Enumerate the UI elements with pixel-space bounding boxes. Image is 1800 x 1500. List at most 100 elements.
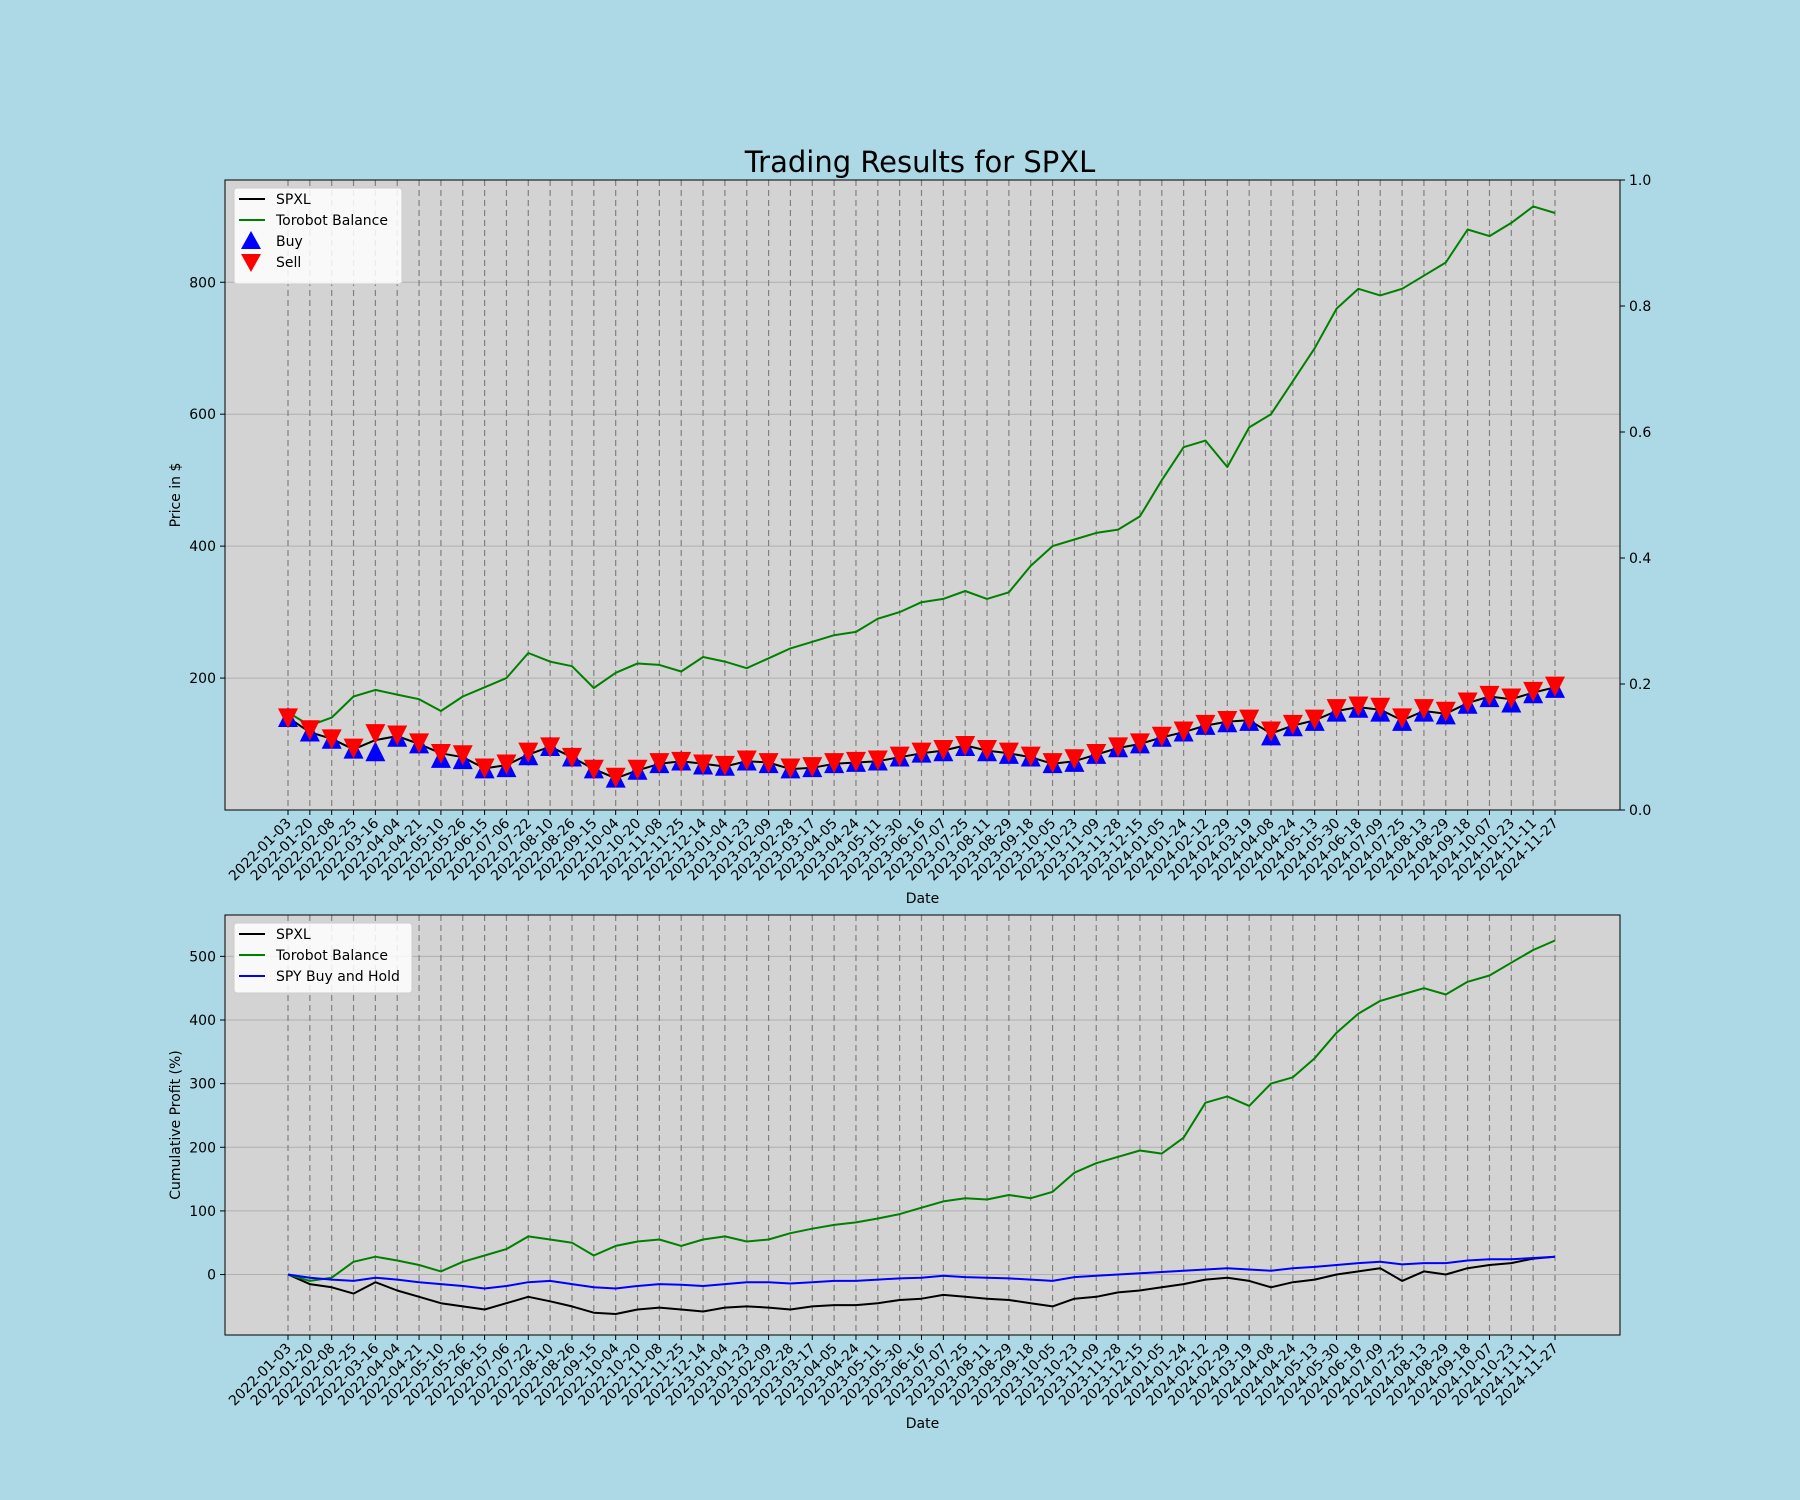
y-tick-label: 400 (189, 1013, 216, 1029)
sell-marker (1108, 737, 1129, 758)
right-y-tick-label: 0.8 (1629, 299, 1651, 315)
sell-marker (714, 755, 735, 776)
legend: SPXL Torobot Balance Buy Sell (233, 187, 403, 285)
series-line-spy-buy-and-hold (287, 1255, 1556, 1290)
plot-frame (224, 914, 1621, 1336)
sell-marker (1064, 749, 1085, 770)
y-tick-label: 100 (189, 1204, 216, 1220)
y-tick-label: 600 (189, 407, 216, 423)
y-tick-label: 200 (189, 1140, 216, 1156)
right-y-tick-label: 0.2 (1629, 677, 1651, 693)
series-line-torobot-balance (287, 205, 1556, 727)
legend-label: SPXL (276, 192, 311, 208)
sell-marker (977, 739, 998, 760)
sell-marker (758, 753, 779, 774)
sell-marker (1523, 681, 1544, 702)
sell-marker (365, 724, 386, 745)
y-axis-label: Price in $ (168, 463, 184, 528)
sell-marker (409, 733, 430, 754)
sell-marker (889, 746, 910, 767)
series-line-torobot-balance (287, 939, 1556, 1282)
y-tick-label: 800 (189, 275, 216, 291)
sell-marker (845, 751, 866, 772)
y-tick-label: 200 (189, 671, 216, 687)
sell-marker (1195, 714, 1216, 735)
legend-label: Torobot Balance (275, 948, 388, 964)
sell-marker (299, 720, 320, 741)
sell-marker (867, 750, 888, 771)
sell-marker (1217, 710, 1238, 731)
right-y-tick-label: 0.6 (1629, 425, 1651, 441)
y-tick-label: 300 (189, 1077, 216, 1093)
sell-marker (321, 729, 342, 750)
sell-marker (430, 743, 451, 764)
x-axis-label: Date (906, 1416, 939, 1432)
sell-marker (474, 758, 495, 779)
sell-marker (1545, 676, 1565, 697)
y-tick-label: 500 (189, 949, 216, 965)
sell-marker (343, 738, 364, 759)
sell-marker (1348, 696, 1369, 717)
sell-marker (518, 742, 539, 763)
legend-box (233, 922, 413, 994)
sell-marker (671, 751, 692, 772)
plot-area (225, 915, 1620, 1335)
plot-frame (224, 179, 1621, 811)
sell-marker (278, 708, 298, 729)
legend: SPXL Torobot Balance SPY Buy and Hold (233, 922, 413, 994)
right-y-tick-label: 1.0 (1629, 173, 1651, 189)
legend-buy-marker (241, 231, 261, 249)
sell-marker (1370, 697, 1391, 718)
series-line-spxl (287, 1255, 1556, 1315)
sell-marker (1086, 743, 1107, 764)
y-tick-label: 0 (207, 1268, 216, 1284)
sell-marker (824, 753, 845, 774)
buy-marker (365, 741, 386, 762)
sell-marker (955, 736, 976, 757)
sell-marker (649, 753, 670, 774)
sell-marker (1239, 709, 1260, 730)
sell-marker (780, 758, 801, 779)
legend-box (233, 187, 403, 285)
legend-sell-marker (241, 254, 261, 272)
legend-label: Torobot Balance (275, 213, 388, 229)
sell-marker (561, 747, 582, 768)
sell-marker (1435, 701, 1456, 722)
sell-marker (540, 737, 561, 758)
sell-marker (1151, 726, 1172, 747)
right-y-tick-label: 0.4 (1629, 551, 1651, 567)
sell-marker (387, 725, 408, 746)
sell-markers (278, 676, 1565, 788)
sell-marker (998, 742, 1019, 763)
sell-marker (736, 750, 757, 771)
sell-marker (693, 754, 714, 775)
legend-label: Sell (276, 255, 301, 271)
sell-marker (1304, 709, 1325, 730)
chart-title: Trading Results for SPXL (744, 145, 1096, 179)
sell-marker (1173, 721, 1194, 742)
profit-panel: 01002003004005002022-01-032022-01-202022… (168, 914, 1621, 1432)
sell-marker (583, 759, 604, 780)
sell-marker (605, 767, 626, 788)
plot-area (225, 180, 1620, 810)
sell-marker (1261, 721, 1282, 742)
sell-marker (1129, 733, 1150, 754)
sell-marker (627, 759, 648, 780)
sell-marker (1479, 685, 1500, 706)
sell-marker (1282, 714, 1303, 735)
sell-marker (1501, 688, 1522, 709)
sell-marker (1020, 746, 1041, 767)
y-tick-label: 400 (189, 539, 216, 555)
legend-label: SPXL (276, 927, 311, 943)
sell-marker (911, 742, 932, 763)
legend-label: Buy (276, 234, 303, 250)
right-y-tick-label: 0.0 (1629, 803, 1651, 819)
sell-marker (1042, 753, 1063, 774)
sell-marker (452, 745, 473, 766)
legend-label: SPY Buy and Hold (276, 969, 400, 985)
sell-marker (1392, 708, 1413, 729)
sell-marker (1413, 699, 1434, 720)
sell-marker (1457, 692, 1478, 713)
sell-marker (933, 739, 954, 760)
